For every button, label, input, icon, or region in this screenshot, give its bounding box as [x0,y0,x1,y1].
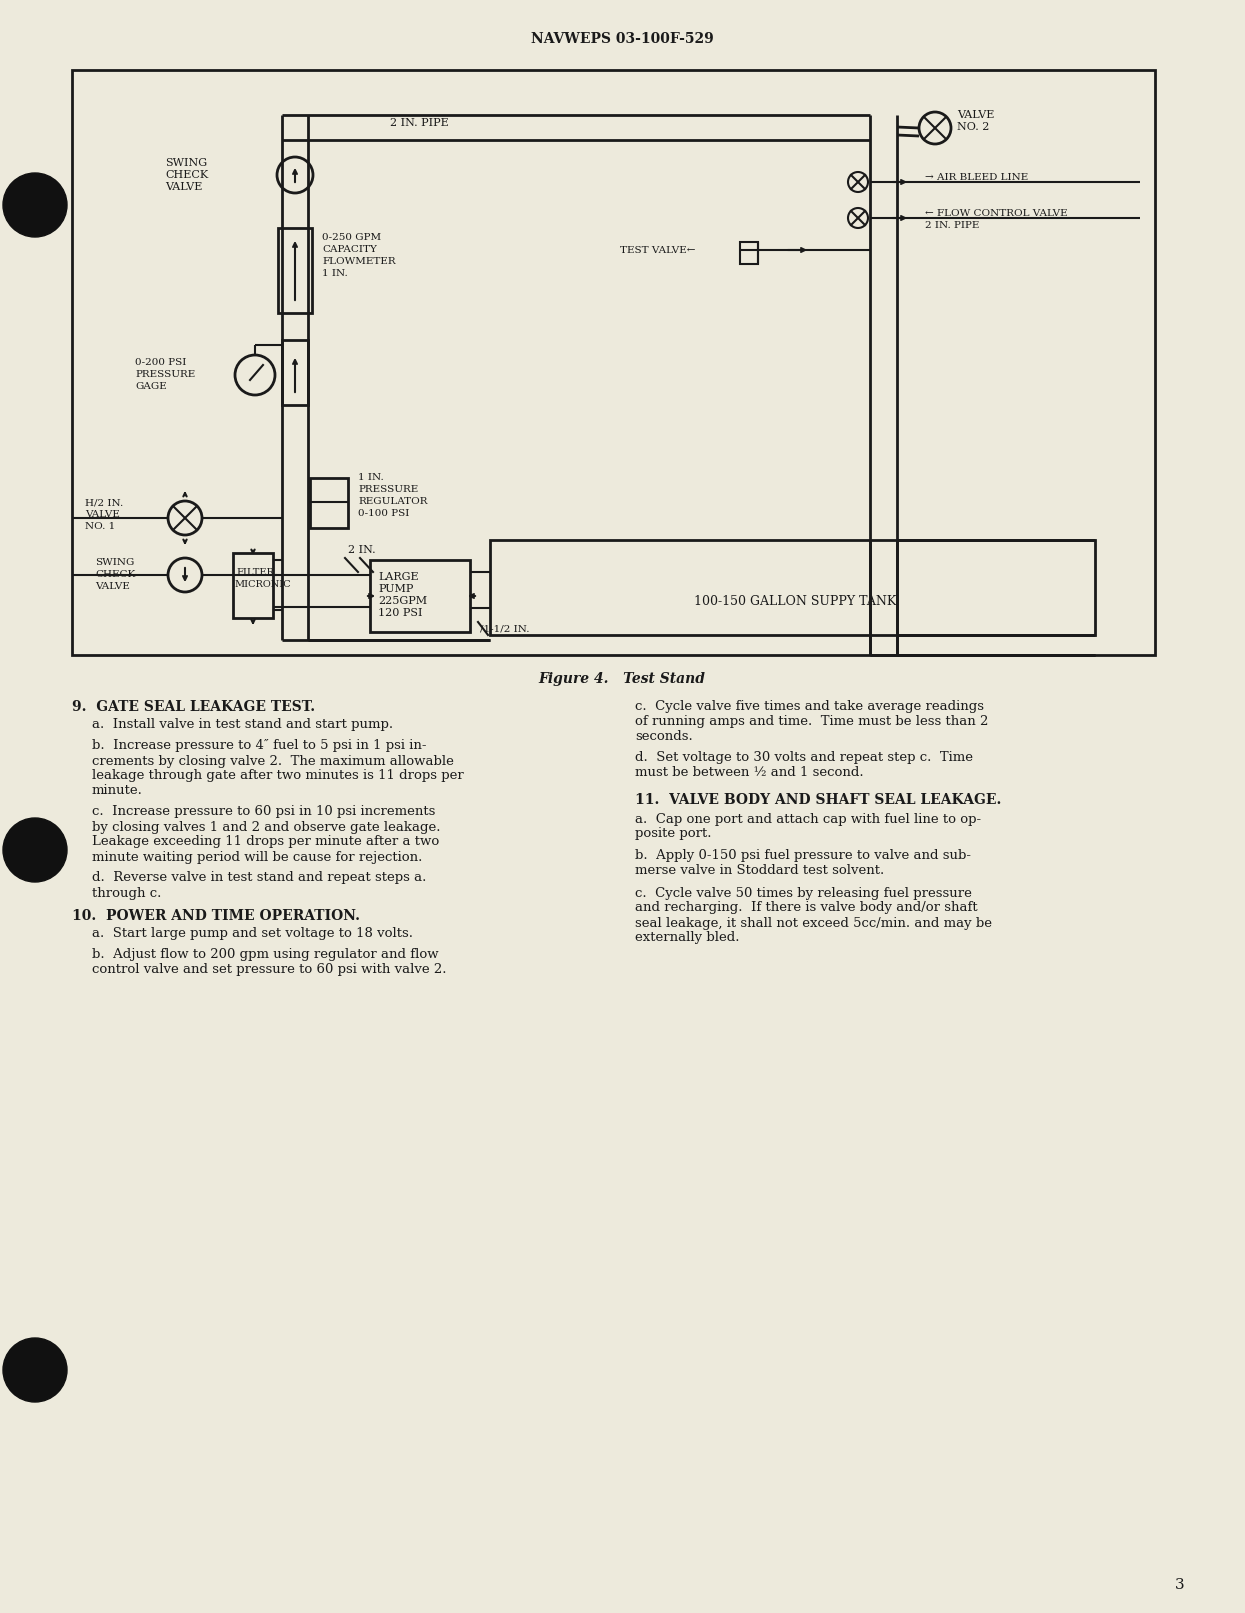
Text: PRESSURE: PRESSURE [134,369,195,379]
Text: SWING: SWING [95,558,134,568]
Bar [72,69,1155,655]
Text: VALVE: VALVE [166,182,203,192]
Circle shape [2,173,67,237]
Text: → AIR BLEED LINE: → AIR BLEED LINE [925,173,1028,182]
Text: VALVE: VALVE [957,110,995,119]
Text: /1-1/2 IN.: /1-1/2 IN. [481,624,529,634]
Text: SWING: SWING [166,158,207,168]
Text: 1 IN.: 1 IN. [322,269,347,277]
Bar [233,553,273,618]
Text: b.  Adjust flow to 200 gpm using regulator and flow
control valve and set pressu: b. Adjust flow to 200 gpm using regulato… [92,948,447,976]
Text: FILTER: FILTER [237,568,274,577]
Text: NAVWEPS 03-100F-529: NAVWEPS 03-100F-529 [530,32,713,47]
Text: CHECK: CHECK [95,569,136,579]
Text: PRESSURE: PRESSURE [359,486,418,494]
Text: Figure 4.   Test Stand: Figure 4. Test Stand [539,673,706,686]
Text: CAPACITY: CAPACITY [322,245,377,253]
Text: H/2 IN.: H/2 IN. [85,498,123,506]
Text: TEST VALVE←: TEST VALVE← [620,247,696,255]
Text: ← FLOW CONTROL VALVE: ← FLOW CONTROL VALVE [925,210,1068,218]
Circle shape [235,355,275,395]
Text: 11.  VALVE BODY AND SHAFT SEAL LEAKAGE.: 11. VALVE BODY AND SHAFT SEAL LEAKAGE. [635,792,1001,806]
Text: 0-250 GPM: 0-250 GPM [322,232,381,242]
Text: 120 PSI: 120 PSI [378,608,422,618]
Text: 3: 3 [1175,1578,1185,1592]
Text: CHECK: CHECK [166,169,208,181]
Bar [491,540,1096,636]
Circle shape [168,502,202,536]
Circle shape [276,156,312,194]
Text: b.  Increase pressure to 4″ fuel to 5 psi in 1 psi in-
crements by closing valve: b. Increase pressure to 4″ fuel to 5 psi… [92,739,463,797]
Text: a.  Start large pump and set voltage to 18 volts.: a. Start large pump and set voltage to 1… [92,927,413,940]
Text: PUMP: PUMP [378,584,413,594]
Text: NO. 2: NO. 2 [957,123,990,132]
Text: 100-150 GALLON SUPPY TANK: 100-150 GALLON SUPPY TANK [693,595,896,608]
Bar [740,242,758,265]
Text: GAGE: GAGE [134,382,167,390]
Text: NO. 1: NO. 1 [85,523,116,531]
Bar [278,227,312,313]
Bar [310,477,349,527]
Text: 2 IN. PIPE: 2 IN. PIPE [390,118,448,127]
Text: 0-100 PSI: 0-100 PSI [359,510,410,518]
Text: c.  Cycle valve five times and take average readings
of running amps and time.  : c. Cycle valve five times and take avera… [635,700,989,744]
Text: 0-200 PSI: 0-200 PSI [134,358,187,368]
Text: VALVE: VALVE [85,510,120,519]
Text: 9.  GATE SEAL LEAKAGE TEST.: 9. GATE SEAL LEAKAGE TEST. [72,700,315,715]
Bar [283,340,308,405]
Text: VALVE: VALVE [95,582,129,590]
Text: FLOWMETER: FLOWMETER [322,256,396,266]
Text: a.  Cap one port and attach cap with fuel line to op-
posite port.: a. Cap one port and attach cap with fuel… [635,813,981,840]
Circle shape [2,818,67,882]
Text: d.  Set voltage to 30 volts and repeat step c.  Time
must be between ½ and 1 sec: d. Set voltage to 30 volts and repeat st… [635,752,974,779]
Text: a.  Install valve in test stand and start pump.: a. Install valve in test stand and start… [92,718,393,731]
Text: 1 IN.: 1 IN. [359,473,383,482]
Text: MICRONIC: MICRONIC [234,581,290,589]
Text: c.  Cycle valve 50 times by releasing fuel pressure
and recharging.  If there is: c. Cycle valve 50 times by releasing fue… [635,887,992,945]
Text: b.  Apply 0-150 psi fuel pressure to valve and sub-
merse valve in Stoddard test: b. Apply 0-150 psi fuel pressure to valv… [635,850,971,877]
Text: d.  Reverse valve in test stand and repeat steps a.
through c.: d. Reverse valve in test stand and repea… [92,871,426,900]
Bar [370,560,471,632]
Text: 10.  POWER AND TIME OPERATION.: 10. POWER AND TIME OPERATION. [72,910,360,924]
Text: 2 IN. PIPE: 2 IN. PIPE [925,221,980,231]
Text: 2 IN.: 2 IN. [349,545,376,555]
Text: REGULATOR: REGULATOR [359,497,427,506]
Text: 225GPM: 225GPM [378,595,427,606]
Circle shape [2,1339,67,1402]
Text: LARGE: LARGE [378,573,418,582]
Text: c.  Increase pressure to 60 psi in 10 psi increments
by closing valves 1 and 2 a: c. Increase pressure to 60 psi in 10 psi… [92,805,441,863]
Circle shape [168,558,202,592]
